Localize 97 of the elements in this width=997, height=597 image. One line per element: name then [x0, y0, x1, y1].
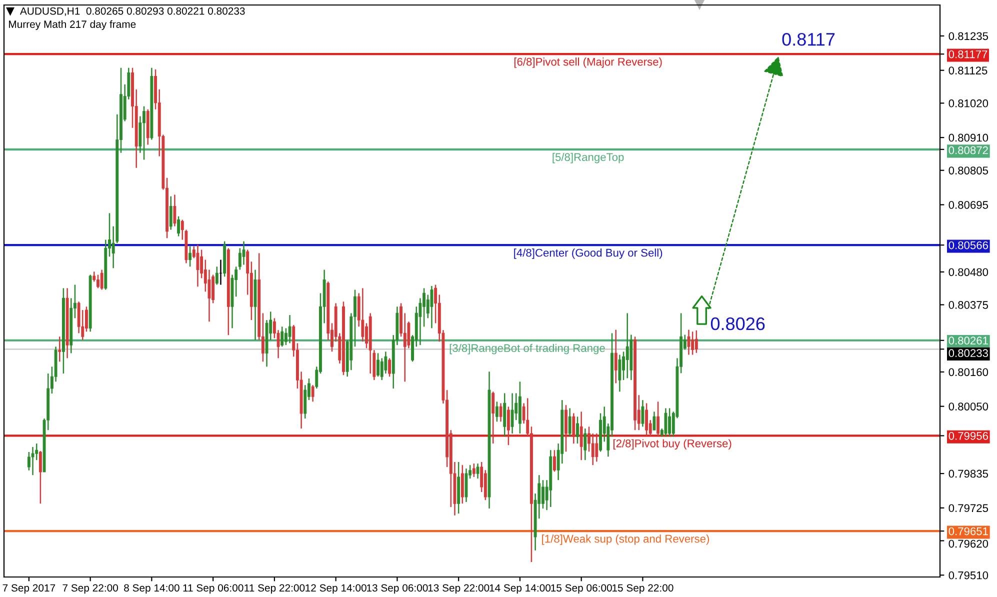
x-tick-label: 11 Sep 06:00: [183, 584, 244, 594]
candlestick: [584, 428, 587, 461]
candlestick: [304, 384, 307, 420]
candlestick: [618, 354, 622, 392]
candlestick: [506, 406, 510, 446]
candlestick: [503, 392, 506, 438]
candlestick: [288, 314, 292, 344]
ref-line-label: [6/8]Pivot sell (Major Reverse): [514, 58, 662, 68]
candlestick: [652, 411, 656, 431]
candlestick: [361, 288, 364, 342]
candlestick: [142, 106, 146, 160]
y-tick-label: 0.81020: [948, 99, 988, 108]
candlestick: [580, 411, 583, 461]
candlestick: [564, 404, 568, 452]
candlestick: [568, 408, 572, 438]
y-tick-label: 0.79725: [948, 504, 988, 512]
candlestick: [510, 392, 514, 434]
candlestick: [100, 269, 104, 290]
y-tick-label: 0.80233: [948, 349, 988, 358]
y-tick-label: 0.79835: [948, 470, 988, 478]
candlestick: [687, 329, 690, 356]
candlestick: [694, 330, 698, 354]
candlestick: [280, 326, 284, 348]
candlestick: [484, 469, 487, 501]
candlestick: [492, 391, 495, 444]
candlestick: [553, 449, 556, 472]
y-tick-label: 0.80695: [948, 201, 988, 209]
y-tick-label: 0.81177: [948, 50, 988, 58]
candlestick: [495, 401, 498, 422]
candlestick: [311, 384, 314, 402]
candlestick: [177, 216, 180, 237]
x-tick-label: 7 Sep 2017: [2, 584, 56, 594]
y-tick-label: 0.80261: [948, 336, 988, 345]
candlestick: [641, 399, 644, 428]
y-tick-label: 0.80872: [948, 146, 988, 154]
x-tick-label: 8 Sep 14:00: [124, 584, 180, 594]
candlestick: [31, 446, 34, 476]
candlestick: [472, 462, 476, 478]
annotation: 0.8026: [710, 317, 765, 330]
x-tick-label: 11 Sep 22:00: [244, 584, 305, 594]
ref-line-label: [5/8]RangeTop: [552, 152, 624, 164]
candlestick: [27, 451, 30, 472]
y-tick-label: 0.80566: [948, 241, 988, 250]
y-tick-label: 0.79510: [948, 571, 988, 580]
candlestick: [614, 329, 618, 384]
y-tick-label: 0.80160: [948, 368, 988, 376]
text: Murrey Math 217 day frame: [9, 20, 136, 30]
candlestick: [460, 464, 464, 504]
candlestick: [656, 401, 660, 438]
candlestick: [242, 240, 246, 266]
ref-line-label: [2/8]Pivot buy (Reverse): [614, 439, 732, 450]
ref-line-label: [1/8]Weak sup (stop and Reverse): [542, 534, 710, 545]
y-tick-label: 0.79651: [948, 527, 988, 536]
candlestick: [645, 402, 648, 438]
candlestick: [215, 266, 218, 286]
ref-line-label: [4/8]Center (Good Buy or Sell): [514, 248, 662, 259]
candlestick: [464, 468, 468, 503]
candlestick: [591, 432, 594, 466]
y-tick-label: 0.80050: [948, 402, 988, 410]
candlestick: [173, 194, 176, 227]
ref-line-label: [3/8]RangeBot of trading Range: [450, 344, 605, 354]
x-tick-label: 13 Sep 06:00: [367, 584, 428, 594]
y-tick-label: 0.79620: [948, 540, 988, 548]
candlestick: [668, 408, 672, 438]
x-tick-label: 15 Sep 06:00: [551, 584, 612, 594]
x-tick-label: 7 Sep 22:00: [62, 584, 118, 594]
y-tick-label: 0.80480: [948, 268, 988, 276]
candlestick: [38, 450, 42, 504]
candlestick: [572, 412, 576, 444]
x-tick-label: 15 Sep 22:00: [612, 584, 674, 594]
candlestick: [376, 352, 380, 378]
candlestick: [595, 432, 598, 462]
candlestick: [499, 402, 502, 422]
candlestick: [196, 244, 200, 288]
y-tick-label: 0.79956: [948, 432, 988, 440]
y-tick-label: 0.80805: [948, 166, 988, 174]
candlestick: [96, 274, 100, 289]
candlestick: [430, 285, 434, 329]
candlestick: [388, 358, 391, 378]
candlestick: [691, 331, 694, 356]
annotation: 0.8117: [782, 32, 835, 46]
candlestick: [542, 479, 544, 510]
x-tick-label: 14 Sep 14:00: [490, 584, 551, 594]
candlestick: [476, 462, 480, 480]
candlestick: [576, 416, 579, 444]
y-tick-label: 0.81125: [948, 66, 988, 74]
y-tick-label: 0.81235: [948, 32, 988, 40]
x-tick-label: 12 Sep 14:00: [306, 584, 366, 594]
candlestick: [169, 196, 172, 230]
x-tick-label: 13 Sep 22:00: [428, 584, 490, 594]
candlestick: [58, 336, 62, 362]
y-tick-label: 0.80910: [948, 134, 988, 142]
y-tick-label: 0.80375: [948, 301, 988, 309]
candlestick: [626, 312, 629, 379]
chart-title: AUDUSD,H1 0.80265 0.80293 0.80221 0.80233: [20, 7, 245, 16]
candlestick: [664, 408, 668, 438]
candlestick: [188, 246, 192, 268]
